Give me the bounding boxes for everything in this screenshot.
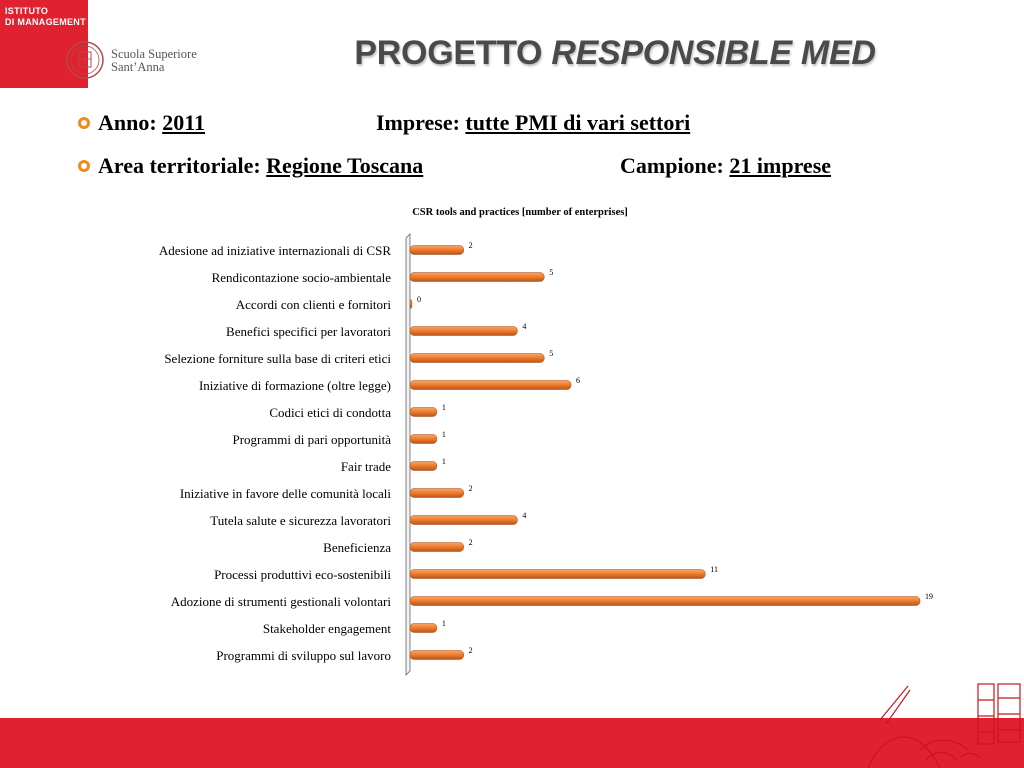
info-campione: Campione: 21 imprese bbox=[620, 153, 831, 179]
info-line-2: Area territoriale: Regione Toscana bbox=[78, 153, 424, 179]
data-label: 2 bbox=[469, 646, 473, 655]
category-label: Adesione ad iniziative internazionali di… bbox=[159, 243, 391, 258]
category-label: Codici etici di condotta bbox=[269, 405, 391, 420]
category-label: Beneficienza bbox=[323, 540, 391, 555]
title-plain: PROGETTO bbox=[354, 34, 543, 72]
title-italic: RESPONSIBLE MED bbox=[551, 34, 876, 72]
bar bbox=[409, 407, 438, 417]
category-label: Rendicontazione socio-ambientale bbox=[212, 270, 392, 285]
istituto-di-management-badge: ISTITUTO DI MANAGEMENT bbox=[0, 0, 88, 88]
data-label: 4 bbox=[522, 322, 526, 331]
bar bbox=[409, 326, 518, 336]
footer-bar bbox=[0, 718, 1024, 768]
anno-value: 2011 bbox=[162, 110, 205, 135]
category-label: Fair trade bbox=[341, 459, 391, 474]
data-label: 5 bbox=[549, 349, 553, 358]
bar bbox=[409, 380, 572, 390]
category-label: Iniziative in favore delle comunità loca… bbox=[180, 486, 392, 501]
data-label: 2 bbox=[469, 484, 473, 493]
bar bbox=[409, 515, 518, 525]
imprese-value: tutte PMI di vari settori bbox=[465, 110, 691, 135]
imprese-label: Imprese: bbox=[376, 110, 460, 135]
badge-line-2: DI MANAGEMENT bbox=[5, 17, 86, 27]
category-label: Programmi di pari opportunità bbox=[232, 432, 391, 447]
category-label: Benefici specifici per lavoratori bbox=[226, 324, 391, 339]
bullet-icon bbox=[78, 117, 90, 129]
slide-title: PROGETTO RESPONSIBLE MED bbox=[260, 34, 970, 73]
data-label: 0 bbox=[417, 295, 421, 304]
bullet-icon bbox=[78, 160, 90, 172]
category-label: Adozione di strumenti gestionali volonta… bbox=[171, 594, 392, 609]
category-label: Tutela salute e sicurezza lavoratori bbox=[210, 513, 391, 528]
data-label: 4 bbox=[522, 511, 526, 520]
campione-label: Campione: bbox=[620, 153, 724, 178]
anno-label: Anno: bbox=[98, 110, 157, 135]
data-label: 1 bbox=[442, 430, 446, 439]
category-label: Selezione forniture sulla base di criter… bbox=[164, 351, 391, 366]
bar bbox=[409, 461, 438, 471]
bar-chart: CSR tools and practices [number of enter… bbox=[159, 207, 933, 676]
info-line-1: Anno: 2011 bbox=[78, 110, 205, 136]
chart-bars bbox=[409, 245, 921, 660]
bar bbox=[409, 245, 464, 255]
data-label: 1 bbox=[442, 457, 446, 466]
data-label: 2 bbox=[469, 538, 473, 547]
seal-icon bbox=[66, 41, 104, 79]
axis-wall bbox=[405, 233, 411, 676]
bar bbox=[409, 596, 921, 606]
data-label: 1 bbox=[442, 403, 446, 412]
bar bbox=[409, 650, 464, 660]
area-value: Regione Toscana bbox=[266, 153, 424, 178]
data-label: 1 bbox=[442, 619, 446, 628]
category-labels: Adesione ad iniziative internazionali di… bbox=[159, 243, 392, 663]
chart-title: CSR tools and practices [number of enter… bbox=[412, 207, 628, 218]
bar bbox=[409, 353, 545, 363]
bar bbox=[409, 299, 413, 309]
bar bbox=[409, 272, 545, 282]
category-label: Accordi con clienti e fornitori bbox=[236, 297, 392, 312]
category-label: Stakeholder engagement bbox=[263, 621, 392, 636]
category-label: Programmi di sviluppo sul lavoro bbox=[216, 648, 391, 663]
badge-line-1: ISTITUTO bbox=[5, 6, 49, 16]
data-label: 6 bbox=[576, 376, 580, 385]
data-label: 11 bbox=[710, 565, 718, 574]
data-label: 19 bbox=[925, 592, 933, 601]
bar bbox=[409, 623, 438, 633]
data-label: 5 bbox=[549, 268, 553, 277]
logo-line-2: Sant’Anna bbox=[111, 60, 165, 74]
bar bbox=[409, 569, 706, 579]
data-label: 2 bbox=[469, 241, 473, 250]
chart-axis bbox=[405, 233, 411, 676]
campione-value: 21 imprese bbox=[729, 153, 832, 178]
logo-line-1: Scuola Superiore bbox=[111, 47, 197, 61]
bar bbox=[409, 434, 438, 444]
bar bbox=[409, 488, 464, 498]
category-label: Processi produttivi eco-sostenibili bbox=[214, 567, 391, 582]
building-sketch-icon bbox=[867, 683, 1021, 768]
bar bbox=[409, 542, 464, 552]
scuola-sant-anna-logo: Scuola Superiore Sant’Anna bbox=[65, 40, 215, 84]
info-imprese: Imprese: tutte PMI di vari settori bbox=[376, 110, 690, 136]
area-label: Area territoriale: bbox=[98, 153, 261, 178]
category-label: Iniziative di formazione (oltre legge) bbox=[199, 378, 391, 393]
